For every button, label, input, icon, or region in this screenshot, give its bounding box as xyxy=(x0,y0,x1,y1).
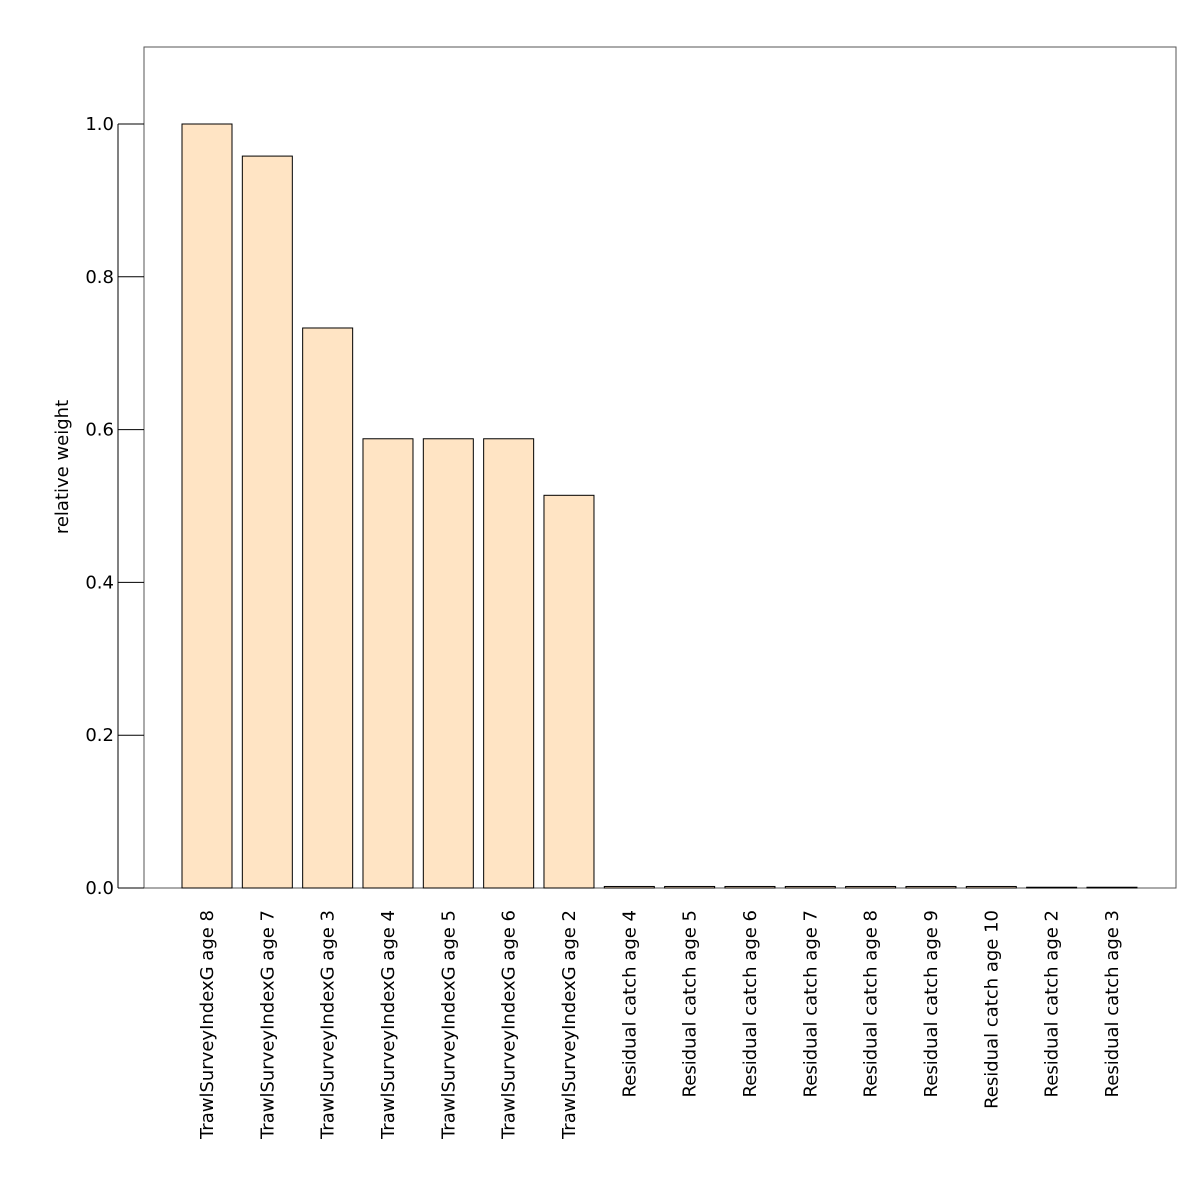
x-tick-label: Residual catch age 4 xyxy=(619,910,640,1097)
y-tick-label: 0.2 xyxy=(85,725,114,746)
bar xyxy=(483,438,535,889)
x-tick-label: TrawlSurveyIndexG age 7 xyxy=(257,910,278,1140)
bar xyxy=(603,885,655,889)
x-tick-label: TrawlSurveyIndexG age 6 xyxy=(499,910,520,1140)
x-axis-labels: TrawlSurveyIndexG age 8 TrawlSurveyIndexG… xyxy=(197,910,1123,1140)
bars xyxy=(181,123,1138,889)
x-tick-label: Residual catch age 5 xyxy=(680,910,701,1097)
x-tick-label: Residual catch age 8 xyxy=(861,910,882,1097)
x-tick-label: TrawlSurveyIndexG age 3 xyxy=(318,910,339,1140)
x-tick-label: Residual catch age 6 xyxy=(740,910,761,1097)
bar xyxy=(845,885,897,889)
x-tick-label: Residual catch age 10 xyxy=(981,910,1002,1109)
x-tick-label: TrawlSurveyIndexG age 5 xyxy=(438,910,459,1140)
x-tick-label: TrawlSurveyIndexG age 4 xyxy=(378,910,399,1140)
bar xyxy=(724,885,776,889)
x-tick-label: TrawlSurveyIndexG age 8 xyxy=(197,910,218,1140)
bar xyxy=(664,885,716,889)
plot-frame xyxy=(143,46,1177,889)
y-tick-label: 0.8 xyxy=(85,267,114,288)
x-tick-label: Residual catch age 2 xyxy=(1042,910,1063,1097)
x-tick-label: Residual catch age 3 xyxy=(1102,910,1123,1097)
bar xyxy=(241,155,293,889)
bar xyxy=(302,327,354,889)
bar xyxy=(1026,886,1078,889)
bar xyxy=(1086,886,1138,889)
y-tick-label: 1.0 xyxy=(85,114,114,135)
y-tick-label: 0.4 xyxy=(85,572,114,593)
x-tick-label: TrawlSurveyIndexG age 2 xyxy=(559,910,580,1140)
y-axis: 0.0 0.2 0.4 0.6 0.8 1.0 xyxy=(85,114,144,899)
bar xyxy=(905,885,957,889)
x-tick-label: Residual catch age 9 xyxy=(921,910,942,1097)
y-axis-label: relative weight xyxy=(52,400,73,534)
bar xyxy=(362,438,414,889)
bar xyxy=(181,123,233,889)
bar xyxy=(784,885,836,889)
bar xyxy=(543,494,595,889)
bar xyxy=(422,438,474,889)
bar xyxy=(965,885,1017,889)
y-tick-label: 0.0 xyxy=(85,878,114,899)
y-tick-label: 0.6 xyxy=(85,420,114,441)
x-tick-label: Residual catch age 7 xyxy=(800,910,821,1097)
